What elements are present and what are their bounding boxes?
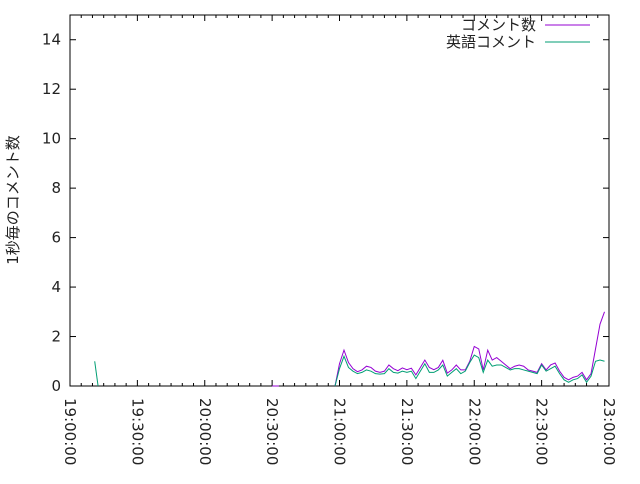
- legend-label: コメント数: [461, 16, 536, 34]
- plot-border: [69, 14, 610, 387]
- legend-label: 英語コメント: [446, 33, 536, 51]
- x-tick-label: 19:00:00: [61, 398, 79, 465]
- x-tick-label: 19:30:00: [128, 398, 146, 465]
- y-tick-label: 6: [51, 229, 61, 247]
- y-tick-label: 14: [42, 31, 61, 49]
- y-tick-label: 10: [42, 130, 61, 148]
- x-tick-label: 23:00:00: [600, 398, 618, 465]
- series-line: [334, 311, 605, 387]
- y-tick-label: 4: [51, 278, 61, 296]
- x-tick-label: 22:30:00: [533, 398, 551, 465]
- y-tick-label: 12: [42, 80, 61, 98]
- series-line-segment: [94, 361, 99, 387]
- x-tick-label: 21:00:00: [331, 398, 349, 465]
- y-tick-label: 8: [51, 179, 61, 197]
- y-axis-label: 1秒毎のコメント数: [4, 135, 22, 265]
- x-tick-label: 22:00:00: [465, 398, 483, 465]
- x-tick-label: 21:30:00: [398, 398, 416, 465]
- y-tick-label: 2: [51, 328, 61, 346]
- series-line: [334, 354, 605, 387]
- x-tick-label: 20:00:00: [196, 398, 214, 465]
- y-tick-label: 0: [51, 377, 61, 395]
- x-tick-label: 20:30:00: [263, 398, 281, 465]
